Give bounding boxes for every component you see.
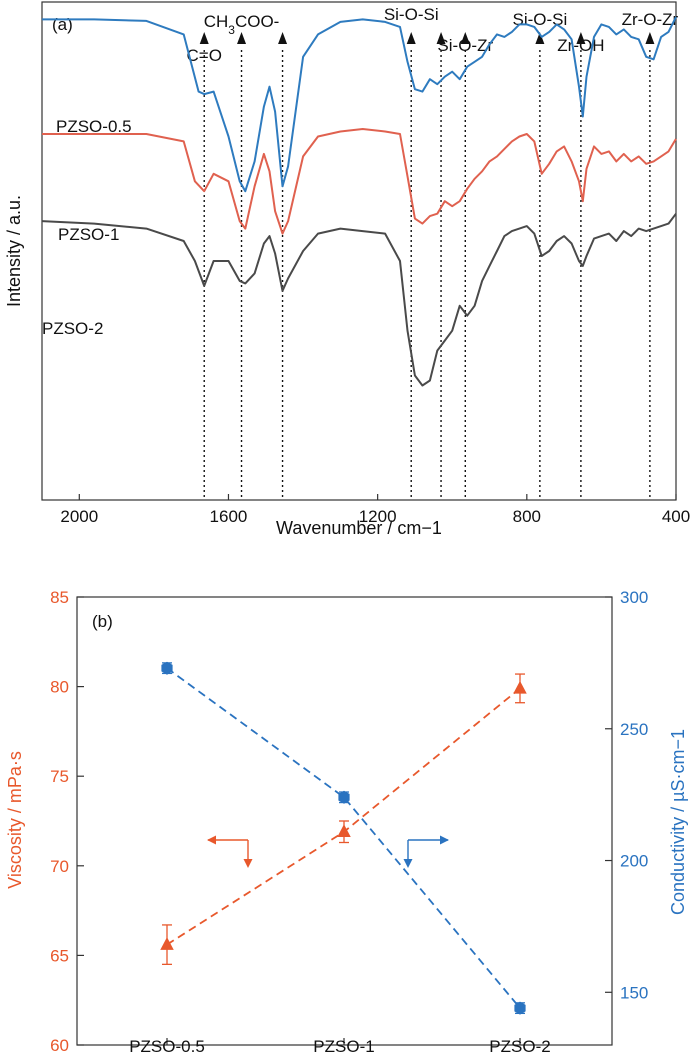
category-label-pzso-0-5: PZSO-0.5 [129, 1037, 205, 1054]
left-tick-label: 65 [50, 946, 69, 965]
series-label-pzso-0-5: PZSO-0.5 [56, 117, 132, 136]
panel-b-right-axis: 150 200 250 300 [605, 588, 648, 1002]
conductivity-point [161, 661, 173, 675]
left-tick-label: 85 [50, 588, 69, 607]
panel-a-series: PZSO-0.5 PZSO-1 PZSO-2 [41, 16, 677, 387]
panel-b-series [160, 661, 527, 1015]
panel-a-frame [41, 1, 677, 501]
peak-arrowhead [645, 32, 655, 44]
left-tick-label: 75 [50, 767, 69, 786]
panel-a-x-axis: 2000 1600 1200 800 400 [60, 494, 690, 526]
peak-arrowhead [576, 32, 586, 44]
right-tick-label: 250 [620, 720, 648, 739]
panel-b-left-axis: 60 65 70 75 80 85 [50, 588, 84, 1054]
conductivity-point [514, 1001, 526, 1015]
right-tick-label: 150 [620, 983, 648, 1002]
x-tick-label: 800 [513, 507, 541, 526]
peak-arrowhead [199, 32, 209, 44]
peak-label-zr-oh: Zr-OH [557, 36, 604, 55]
conductivity-axis-indicator [403, 835, 449, 868]
series-label-pzso-2: PZSO-2 [42, 319, 103, 338]
peak-arrowhead [406, 32, 416, 44]
viscosity-trend-line [166, 687, 521, 946]
spectrum-line-pzso-0-5 [42, 16, 677, 193]
x-tick-label: 1600 [210, 507, 248, 526]
peak-label-ch3coo: CH3COO- [204, 12, 280, 37]
panel-a: (a) 2000 1600 1200 800 400 C=O CH3COO- Si-O-Si… [4, 1, 690, 538]
peak-arrowhead [237, 32, 247, 44]
panel-b-ylabel-right: Conductivity / µS·cm−1 [668, 729, 688, 915]
x-tick-label: 2000 [60, 507, 98, 526]
x-tick-label: 400 [662, 507, 690, 526]
peak-arrowhead [460, 32, 470, 44]
viscosity-point [513, 680, 527, 694]
spectrum-line-pzso-1 [42, 128, 677, 235]
category-label-pzso-1: PZSO-1 [313, 1037, 374, 1054]
peak-arrowhead [278, 32, 288, 44]
panel-b-ylabel-left: Viscosity / mPa·s [5, 751, 25, 889]
series-label-pzso-1: PZSO-1 [58, 225, 119, 244]
spectrum-line-pzso-2 [41, 213, 677, 387]
panel-a-xlabel: Wavenumber / cm−1 [276, 518, 442, 538]
category-label-pzso-2: PZSO-2 [489, 1037, 550, 1054]
peak-arrowhead [535, 32, 545, 44]
peak-label-si-o-zr: Si-O-Zr [437, 36, 493, 55]
viscosity-point [160, 937, 174, 950]
right-tick-label: 300 [620, 588, 648, 607]
peak-label-si-o-si: Si-O-Si [384, 5, 439, 24]
panel-b-x-axis: PZSO-0.5 PZSO-1 PZSO-2 [129, 1037, 551, 1054]
peak-label-c-o: C=O [187, 46, 222, 65]
panel-a-ylabel: Intensity / a.u. [4, 195, 24, 307]
viscosity-point [337, 824, 351, 838]
peak-label-zr-o-zr: Zr-O-Zr [622, 10, 679, 29]
left-tick-label: 80 [50, 678, 69, 697]
panel-b-label: (b) [92, 612, 113, 631]
right-tick-label: 200 [620, 852, 648, 871]
viscosity-axis-indicator [207, 835, 253, 868]
conductivity-point [338, 790, 350, 804]
x-tick-label: 1200 [359, 507, 397, 526]
panel-a-label: (a) [52, 15, 73, 34]
peak-arrowhead [436, 32, 446, 44]
left-tick-label: 60 [50, 1036, 69, 1054]
left-tick-label: 70 [50, 857, 69, 876]
